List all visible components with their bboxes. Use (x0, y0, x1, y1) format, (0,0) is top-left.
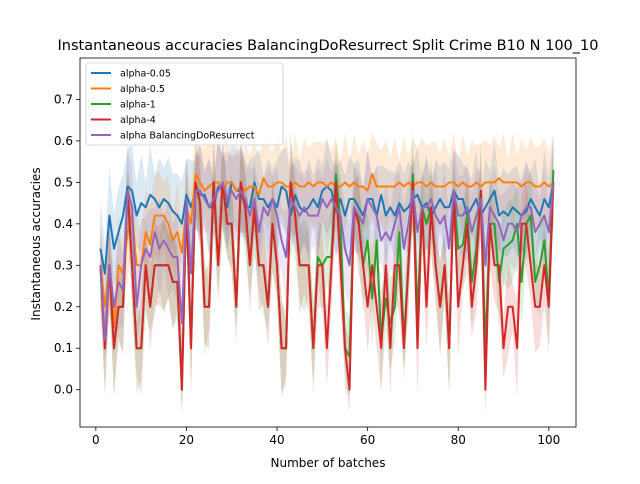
x-tick-label: 20 (179, 433, 194, 447)
y-tick-label: 0.6 (54, 134, 73, 148)
legend: alpha-0.05 alpha-0.5 alpha-1 alpha-4 alpha B… (85, 62, 284, 146)
x-tick-label: 0 (92, 433, 100, 447)
band-0 (100, 136, 554, 302)
legend-label: alpha-0.5 (120, 84, 165, 95)
legend-box (85, 62, 284, 146)
y-tick-label: 0.4 (54, 217, 73, 231)
series-line-1 (99, 173, 555, 329)
x-tick-label: 80 (451, 433, 466, 447)
y-tick-label: 0.2 (54, 300, 73, 314)
x-tick-label: 40 (269, 433, 284, 447)
y-tick-label: 0.3 (54, 258, 73, 272)
y-tick-label: 0.0 (54, 383, 73, 397)
series-line-4 (99, 181, 555, 341)
x-tick-label: 60 (360, 433, 375, 447)
plot-frame (79, 57, 577, 428)
legend-label: alpha BalancingDoResurrect (120, 131, 255, 142)
y-tick-label: 0.7 (54, 92, 73, 106)
x-axis-label: Number of batches (271, 456, 386, 470)
legend-label: alpha-0.05 (120, 69, 171, 80)
legend-label: alpha-1 (120, 100, 156, 111)
y-tick-label: 0.5 (54, 175, 73, 189)
y-tick-label: 0.1 (54, 341, 73, 355)
legend-label: alpha-4 (120, 115, 156, 126)
x-tick-label: 100 (537, 433, 560, 447)
series-lines (99, 169, 555, 391)
chart-title: Instantaneous accuracies BalancingDoResu… (57, 38, 598, 54)
series-line-3 (99, 181, 555, 391)
y-axis-ticks: 0.0 0.1 0.2 0.3 0.4 0.5 0.6 0.7 (54, 92, 80, 397)
x-axis-ticks: 0 20 40 60 80 100 (92, 427, 560, 447)
y-axis-label: Instantaneous accuracies (29, 167, 43, 320)
